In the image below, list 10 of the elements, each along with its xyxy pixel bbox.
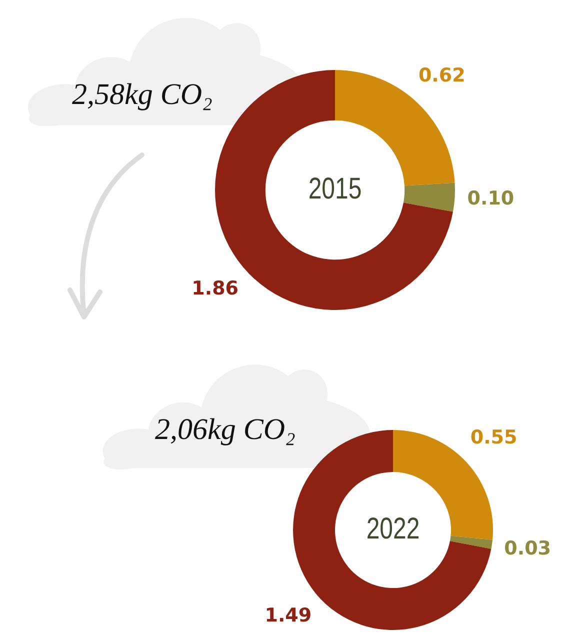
data-label: 0.03 xyxy=(504,537,552,560)
data-label: 0.10 xyxy=(467,187,514,210)
data-label: 0.62 xyxy=(418,64,466,86)
text: 2,06kg CO₂ xyxy=(155,413,296,447)
data-label: 1.49 xyxy=(264,604,312,627)
data-label: 1.86 xyxy=(192,278,239,300)
text: 2015 xyxy=(308,170,362,205)
data-label: 0.55 xyxy=(470,426,518,449)
text: 2,58kg CO₂ xyxy=(72,78,212,112)
text: 2022 xyxy=(366,510,420,545)
